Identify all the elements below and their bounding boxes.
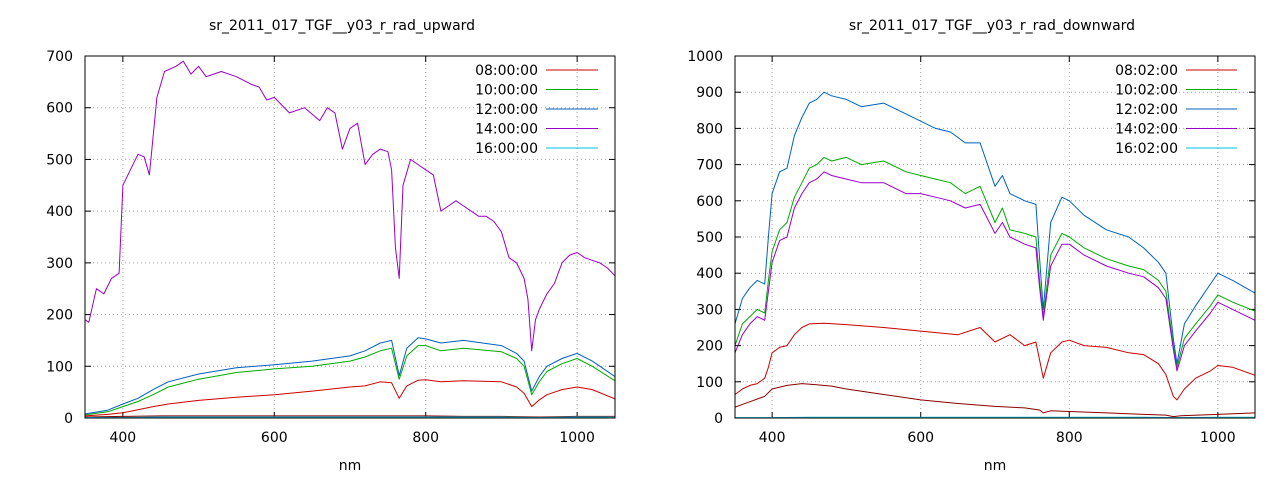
legend-label: 14:02:00 xyxy=(1115,122,1178,138)
legend-label: 16:00:00 xyxy=(475,141,538,157)
legend-label: 16:02:00 xyxy=(1115,141,1178,157)
legend-label: 10:00:00 xyxy=(475,83,538,99)
series-line-4 xyxy=(735,171,1255,372)
y-tick-label: 400 xyxy=(696,266,723,282)
legend-label: 08:02:00 xyxy=(1115,63,1178,79)
series-group xyxy=(735,91,1255,418)
legend-label: 12:02:00 xyxy=(1115,102,1178,118)
legend-label: 14:00:00 xyxy=(475,122,538,138)
x-tick-label: 400 xyxy=(109,430,136,446)
chart-downward: sr_2011_017_TGF__y03_r_rad_downward 0 100 2… xyxy=(687,18,1256,474)
y-tick-label: 700 xyxy=(46,49,73,65)
y-tick-label: 0 xyxy=(714,411,723,427)
y-tick-label: 1000 xyxy=(687,49,723,65)
x-tick-label: 600 xyxy=(907,430,934,446)
series-group xyxy=(85,60,615,418)
x-tick-label: 1000 xyxy=(559,430,595,446)
x-tick-label: 800 xyxy=(1056,430,1083,446)
y-tick-label: 800 xyxy=(696,121,723,137)
x-axis-label: nm xyxy=(984,458,1007,474)
y-tick-label: 600 xyxy=(696,194,723,210)
y-tick-label: 500 xyxy=(696,230,723,246)
x-axis-label: nm xyxy=(339,458,362,474)
plot-frame xyxy=(734,55,1256,419)
chart-title: sr_2011_017_TGF__y03_r_rad_downward xyxy=(849,18,1135,34)
x-tick-label: 1000 xyxy=(1200,430,1236,446)
legend-label: 10:02:00 xyxy=(1115,83,1178,99)
y-tick-label: 600 xyxy=(46,101,73,117)
series-line-5 xyxy=(85,416,615,418)
y-tick-label: 200 xyxy=(46,308,73,324)
series-line-2 xyxy=(85,345,615,416)
y-tick-label: 900 xyxy=(696,85,723,101)
y-tick-label: 100 xyxy=(46,359,73,375)
series-line-0 xyxy=(85,415,615,418)
x-tick-label: 600 xyxy=(261,430,288,446)
series-line-2 xyxy=(735,156,1255,368)
series-line-3 xyxy=(735,91,1255,365)
x-tick-label: 400 xyxy=(759,430,786,446)
y-tick-label: 100 xyxy=(696,375,723,391)
legend-label: 08:00:00 xyxy=(475,63,538,79)
y-tick-label: 400 xyxy=(46,204,73,220)
series-line-4 xyxy=(85,60,615,352)
plot-frame xyxy=(84,55,616,419)
legend-label: 12:00:00 xyxy=(475,102,538,118)
chart-upward: sr_2011_017_TGF__y03_r_rad_upward 0 100 200… xyxy=(46,18,616,474)
x-tick-label: 800 xyxy=(412,430,439,446)
y-tick-label: 700 xyxy=(696,158,723,174)
y-tick-label: 500 xyxy=(46,152,73,168)
y-tick-label: 300 xyxy=(696,302,723,318)
series-line-3 xyxy=(85,337,615,415)
y-tick-label: 200 xyxy=(696,339,723,355)
y-tick-label: 300 xyxy=(46,256,73,272)
chart-title: sr_2011_017_TGF__y03_r_rad_upward xyxy=(209,18,475,34)
y-tick-label: 0 xyxy=(64,411,73,427)
series-line-1 xyxy=(85,379,615,417)
series-line-0 xyxy=(735,383,1255,418)
series-line-1 xyxy=(735,322,1255,401)
